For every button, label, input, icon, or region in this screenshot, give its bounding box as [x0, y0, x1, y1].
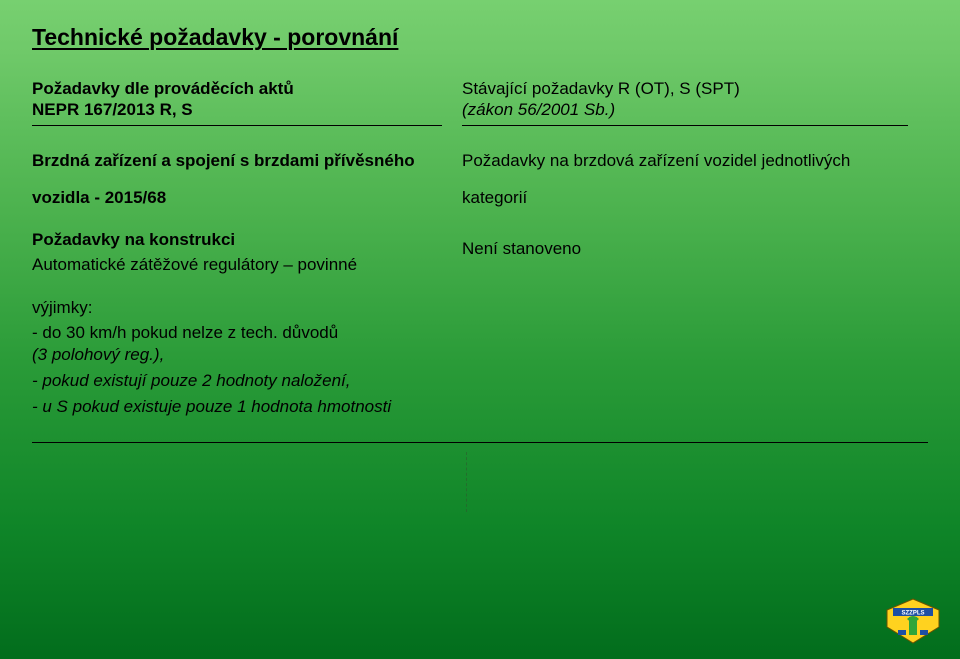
content-grid: Požadavky dle prováděcích aktů NEPR 167/…: [32, 78, 928, 418]
section-body-left: Automatické zátěžové regulátory – povinn…: [32, 250, 442, 276]
subhead-left-cell: Brzdná zařízení a spojení s brzdami přív…: [32, 134, 462, 209]
divider: [462, 125, 908, 126]
divider: [32, 125, 442, 126]
exception-item1-pre: - do 30 km/h pokud nelze z tech. důvodů: [32, 323, 338, 342]
header-divider-row: [32, 121, 928, 134]
exception-item3: - u S pokud existuje pouze 1 hodnota hmo…: [32, 392, 442, 418]
subhead-right-line1: Požadavky na brzdová zařízení vozidel je…: [462, 134, 908, 171]
header-left-line1: Požadavky dle prováděcích aktů: [32, 78, 442, 99]
header-left-line2: NEPR 167/2013 R, S: [32, 99, 442, 120]
badge-text: SZZPLS: [901, 611, 924, 617]
header-right-line2: (zákon 56/2001 Sb.): [462, 99, 908, 120]
section-row: Požadavky na konstrukci Automatické zátě…: [32, 208, 928, 276]
subhead-left-line1: Brzdná zařízení a spojení s brzdami přív…: [32, 134, 442, 171]
header-right-line1: Stávající požadavky R (OT), S (SPT): [462, 78, 908, 99]
section-head: Požadavky na konstrukci: [32, 208, 442, 250]
exceptions-row: výjimky: - do 30 km/h pokud nelze z tech…: [32, 276, 928, 418]
exceptions-head: výjimky:: [32, 276, 442, 318]
header-left-cell: Požadavky dle prováděcích aktů NEPR 167/…: [32, 78, 462, 121]
exception-item: - do 30 km/h pokud nelze z tech. důvodů …: [32, 318, 442, 366]
exception-item2: - pokud existují pouze 2 hodnoty naložen…: [32, 366, 442, 392]
header-right-cell: Stávající požadavky R (OT), S (SPT) (zák…: [462, 78, 908, 121]
page-title: Technické požadavky - porovnání: [32, 24, 398, 51]
bottom-rule: [32, 442, 928, 443]
header-row: Požadavky dle prováděcích aktů NEPR 167/…: [32, 78, 928, 121]
vertical-separator: [466, 452, 467, 512]
org-badge-icon: SZZPLS: [884, 597, 942, 645]
subhead-right-line2: kategorií: [462, 171, 908, 208]
subhead-row: Brzdná zařízení a spojení s brzdami přív…: [32, 134, 928, 209]
exception-item1-italic: (3 polohový reg.),: [32, 345, 164, 364]
subhead-left-line2: vozidla - 2015/68: [32, 171, 442, 208]
subhead-right-cell: Požadavky na brzdová zařízení vozidel je…: [462, 134, 908, 209]
slide: Technické požadavky - porovnání Požadavk…: [0, 0, 960, 659]
section-body-right: Není stanoveno: [462, 208, 908, 260]
